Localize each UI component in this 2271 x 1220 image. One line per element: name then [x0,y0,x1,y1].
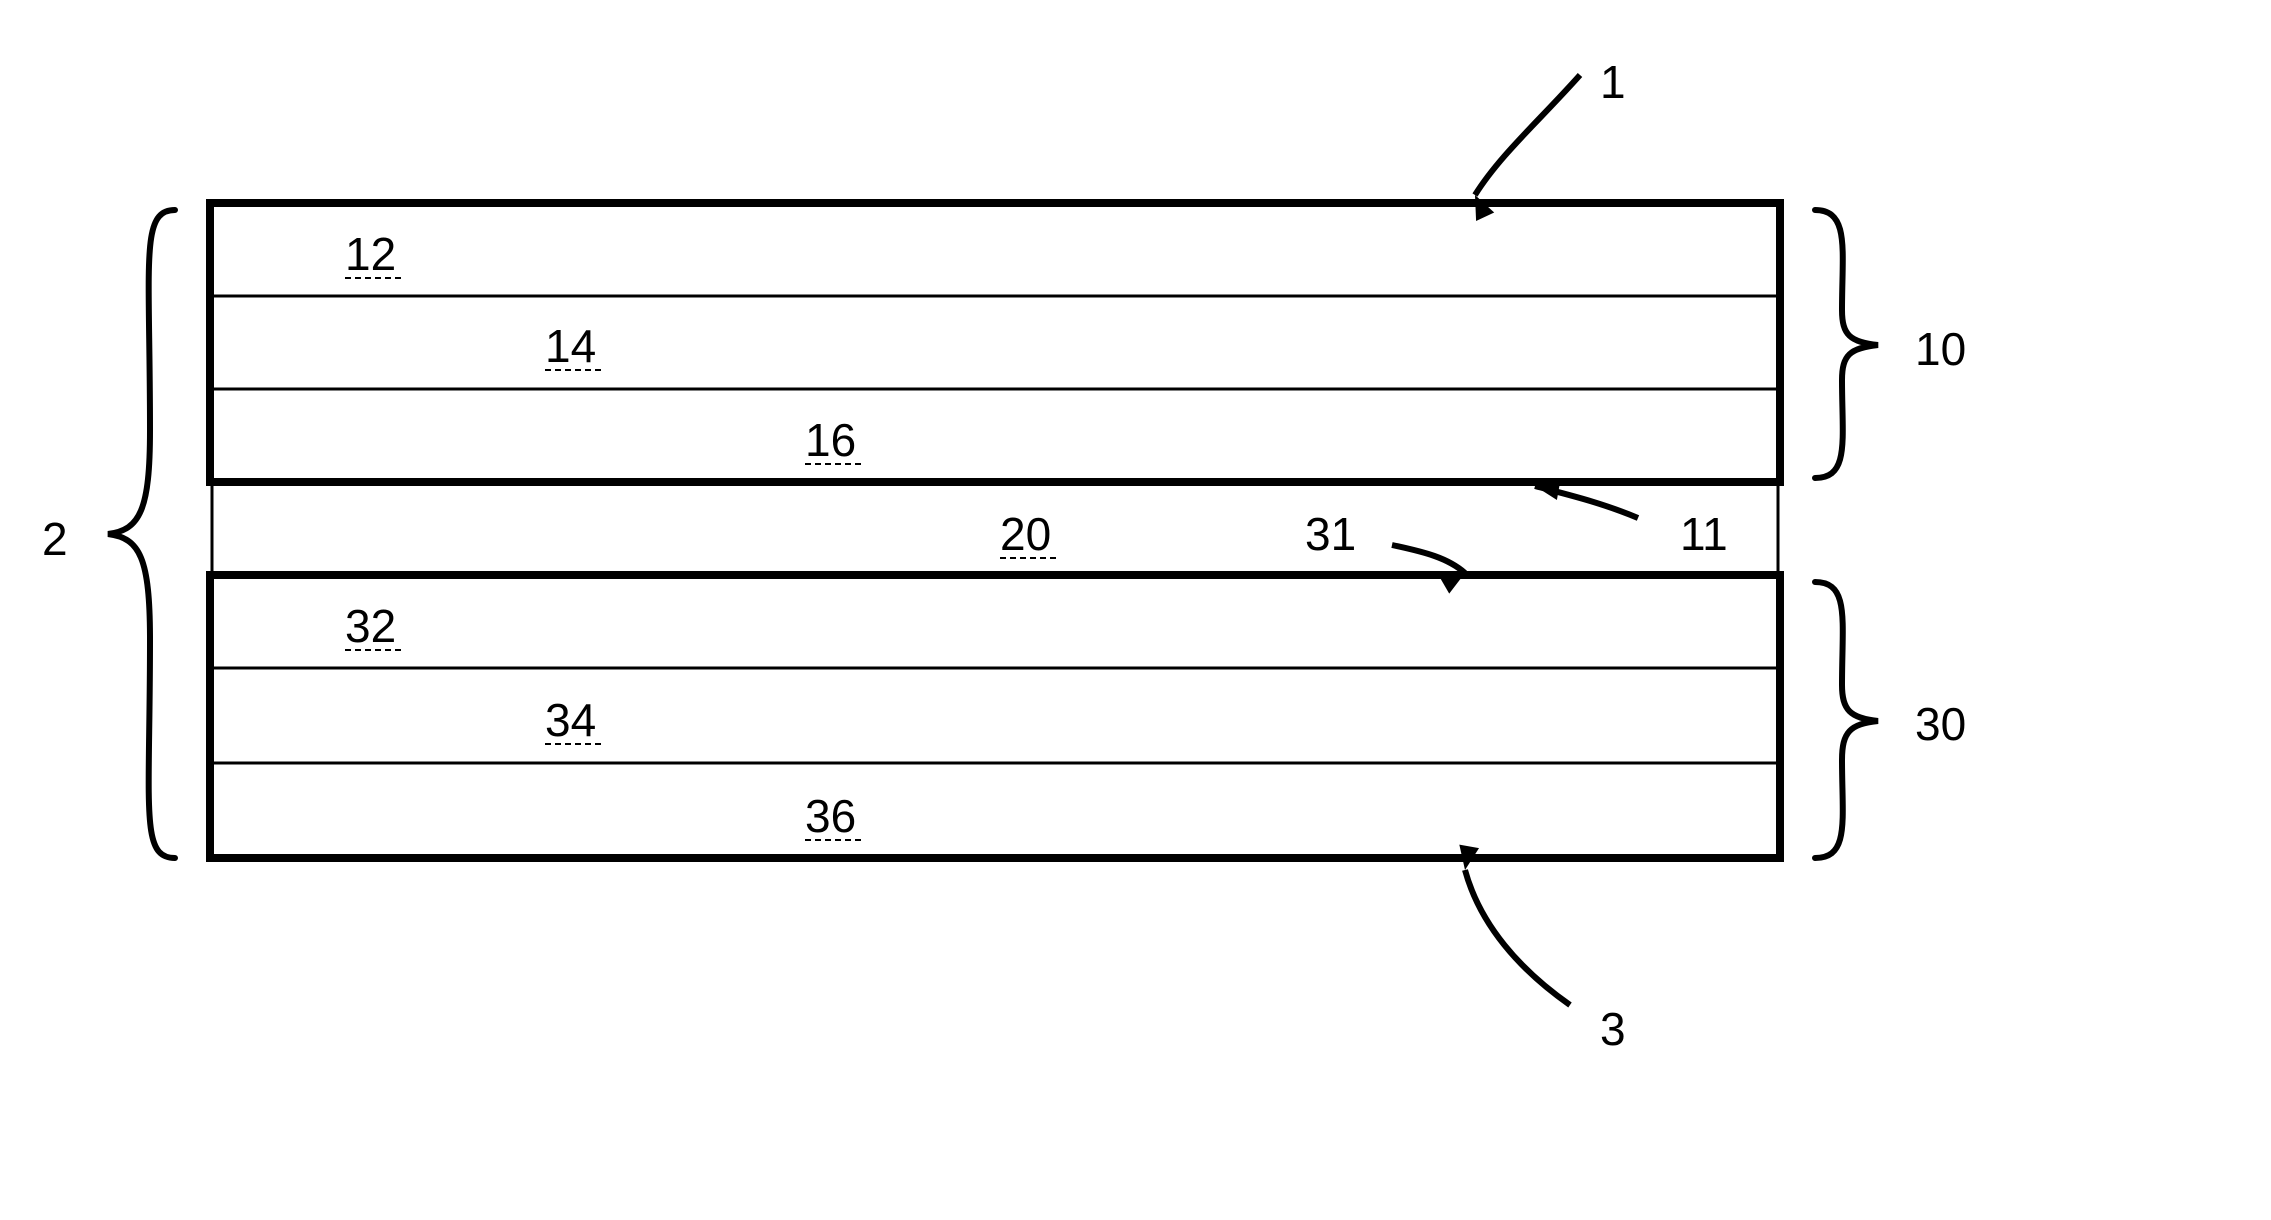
bottom-block [210,575,1780,858]
label-34: 34 [545,694,596,746]
diagram: 1 2 3 10 30 11 31 12 14 16 20 32 34 36 [0,0,2271,1220]
label-31: 31 [1305,508,1356,560]
label-36: 36 [805,790,856,842]
label-1: 1 [1600,56,1626,108]
brace-left [108,210,175,858]
leader-31 [1392,545,1465,573]
label-12: 12 [345,228,396,280]
leader-3 [1465,870,1570,1005]
label-30: 30 [1915,698,1966,750]
brace-right-30 [1815,582,1878,858]
label-3: 3 [1600,1003,1626,1055]
label-2: 2 [42,513,68,565]
top-block [210,203,1780,482]
label-16: 16 [805,414,856,466]
brace-right-10 [1815,210,1878,478]
label-10: 10 [1915,323,1966,375]
label-11: 11 [1680,508,1728,560]
leader-1 [1475,75,1580,195]
label-32: 32 [345,600,396,652]
label-20: 20 [1000,508,1051,560]
label-14: 14 [545,320,596,372]
